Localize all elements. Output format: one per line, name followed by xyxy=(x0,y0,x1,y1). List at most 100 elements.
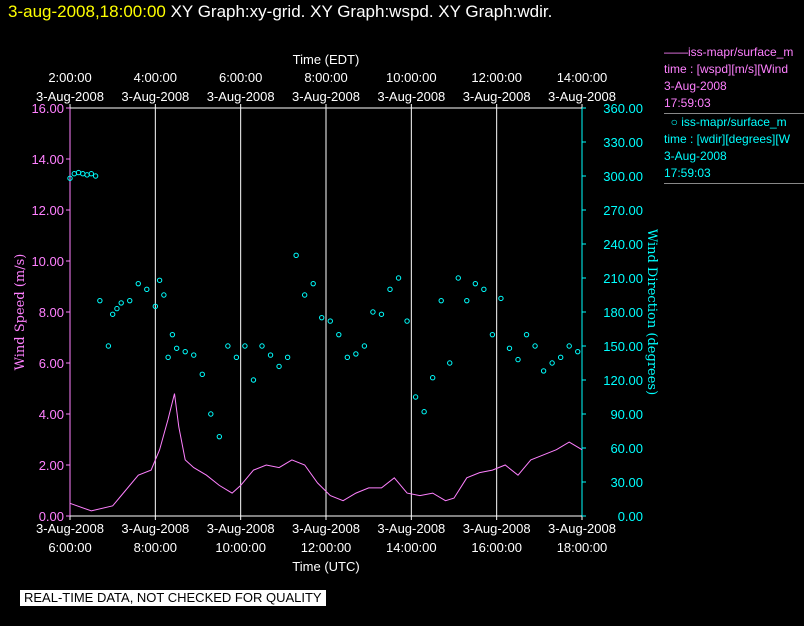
series-point-wdir xyxy=(118,300,124,306)
series-point-wdir xyxy=(566,343,572,349)
series-point-wdir xyxy=(173,345,180,351)
top-tick-label-time: 6:00:00 xyxy=(219,70,262,85)
top-tick-label-date: 3-Aug-2008 xyxy=(463,89,531,104)
series-point-wdir xyxy=(575,348,581,355)
top-tick-label-date: 3-Aug-2008 xyxy=(292,89,360,104)
right-axis-title: Wind Direction (degrees) xyxy=(644,229,659,395)
series-point-wdir xyxy=(127,297,133,304)
right-tick-label: 60.00 xyxy=(610,441,643,456)
bottom-tick-label-time: 16:00:00 xyxy=(471,540,522,555)
series-point-wdir xyxy=(344,354,351,361)
series-point-wdir xyxy=(267,352,274,358)
right-tick-label: 210.00 xyxy=(603,271,643,286)
bottom-tick-label-date: 3-Aug-2008 xyxy=(207,521,275,536)
series-point-wdir xyxy=(447,360,453,366)
top-tick-label-date: 3-Aug-2008 xyxy=(36,89,104,104)
series-point-wdir xyxy=(109,311,116,317)
legend-variable: time : [wspd][m/s][Wind xyxy=(664,62,789,76)
left-tick-label: 4.00 xyxy=(39,407,64,422)
series-point-wdir xyxy=(152,303,159,310)
top-tick-label-time: 8:00:00 xyxy=(304,70,347,85)
legend-time: 17:59:03 xyxy=(664,96,711,110)
header-timestamp: 3-aug-2008,18:00:00 xyxy=(8,2,166,21)
right-tick-label: 240.00 xyxy=(603,237,643,252)
series-point-wdir xyxy=(80,171,86,177)
series-point-wdir xyxy=(464,297,470,304)
series-point-wdir xyxy=(75,169,82,176)
series-point-wdir xyxy=(421,409,427,415)
bottom-tick-label-date: 3-Aug-2008 xyxy=(292,521,360,536)
left-tick-label: 6.00 xyxy=(39,356,64,371)
series-point-wdir xyxy=(97,297,103,304)
series-point-wdir xyxy=(114,305,120,312)
left-tick-label: 2.00 xyxy=(39,458,64,473)
series-point-wdir xyxy=(191,352,197,358)
series-point-wdir xyxy=(387,286,393,293)
right-tick-label: 300.00 xyxy=(603,169,643,184)
series-point-wdir xyxy=(319,314,325,321)
series-point-wdir xyxy=(301,292,308,298)
legend-variable: time : [wdir][degrees][W xyxy=(664,132,791,146)
right-tick-label: 360.00 xyxy=(603,101,643,116)
series-point-wdir xyxy=(169,331,176,338)
series-point-wdir xyxy=(498,295,504,302)
left-axis-title: Wind Speed (m/s) xyxy=(13,254,28,371)
series-point-wdir xyxy=(84,172,90,178)
legend-item-wspd: ——iss-mapr/surface_m time : [wspd][m/s][… xyxy=(664,44,804,114)
series-point-wdir xyxy=(336,331,342,338)
right-tick-label: 180.00 xyxy=(603,305,643,320)
series-point-wdir xyxy=(438,297,444,304)
series-point-wdir xyxy=(233,354,240,361)
legend-source: iss-mapr/surface_m xyxy=(681,115,787,129)
series-point-wdir xyxy=(135,280,141,287)
legend-date: 3-Aug-2008 xyxy=(664,79,727,93)
right-tick-label: 270.00 xyxy=(603,203,643,218)
series-point-wdir xyxy=(105,343,112,349)
legend-date: 3-Aug-2008 xyxy=(664,149,727,163)
top-tick-label-date: 3-Aug-2008 xyxy=(548,89,616,104)
right-tick-label: 120.00 xyxy=(603,373,643,388)
series-point-wdir xyxy=(429,375,436,381)
series-point-wdir xyxy=(208,411,214,417)
series-point-wdir xyxy=(506,345,513,351)
top-tick-label-date: 3-Aug-2008 xyxy=(377,89,445,104)
series-point-wdir xyxy=(156,277,163,283)
series-point-wdir xyxy=(182,348,188,355)
left-tick-label: 8.00 xyxy=(39,305,64,320)
left-tick-label: 16.00 xyxy=(31,101,64,116)
right-tick-label: 30.00 xyxy=(610,475,643,490)
series-point-wdir xyxy=(404,318,410,324)
series-point-wdir xyxy=(481,286,487,293)
left-tick-label: 10.00 xyxy=(31,254,64,269)
series-point-wdir xyxy=(370,309,376,315)
header-title: XY Graph:xy-grid. XY Graph:wspd. XY Grap… xyxy=(170,2,553,21)
series-point-wdir xyxy=(67,175,73,181)
right-tick-label: 90.00 xyxy=(610,407,643,422)
top-tick-label-time: 2:00:00 xyxy=(48,70,91,85)
quality-notice: REAL-TIME DATA, NOT CHECKED FOR QUALITY xyxy=(20,590,326,606)
series-point-wdir xyxy=(165,354,171,361)
series-point-wdir xyxy=(250,377,257,383)
series-point-wdir xyxy=(216,433,223,440)
series-point-wdir xyxy=(327,318,333,324)
series-point-wdir xyxy=(353,351,359,357)
bottom-tick-label-date: 3-Aug-2008 xyxy=(121,521,189,536)
series-point-wdir xyxy=(310,280,316,287)
legend: —— iss-mapr/surface_m time : [wspd][m/s][… xyxy=(664,44,804,184)
legend-line-marker: —— xyxy=(664,45,688,59)
legend-circle-marker: ○ xyxy=(670,115,678,129)
series-point-wdir xyxy=(489,331,496,338)
right-tick-label: 330.00 xyxy=(603,135,643,150)
series-point-wdir xyxy=(532,343,538,349)
series-point-wdir xyxy=(361,343,368,349)
bottom-tick-label-time: 10:00:00 xyxy=(215,540,266,555)
top-axis-title: Time (EDT) xyxy=(293,52,360,67)
top-tick-label-date: 3-Aug-2008 xyxy=(207,89,275,104)
top-tick-label-time: 12:00:00 xyxy=(471,70,522,85)
series-point-wdir xyxy=(378,311,385,317)
series-point-wdir xyxy=(276,363,282,370)
series-point-wdir xyxy=(259,343,265,349)
legend-item-wdir: ○ iss-mapr/surface_m time : [wdir][degre… xyxy=(664,114,804,184)
legend-time: 17:59:03 xyxy=(664,166,711,180)
